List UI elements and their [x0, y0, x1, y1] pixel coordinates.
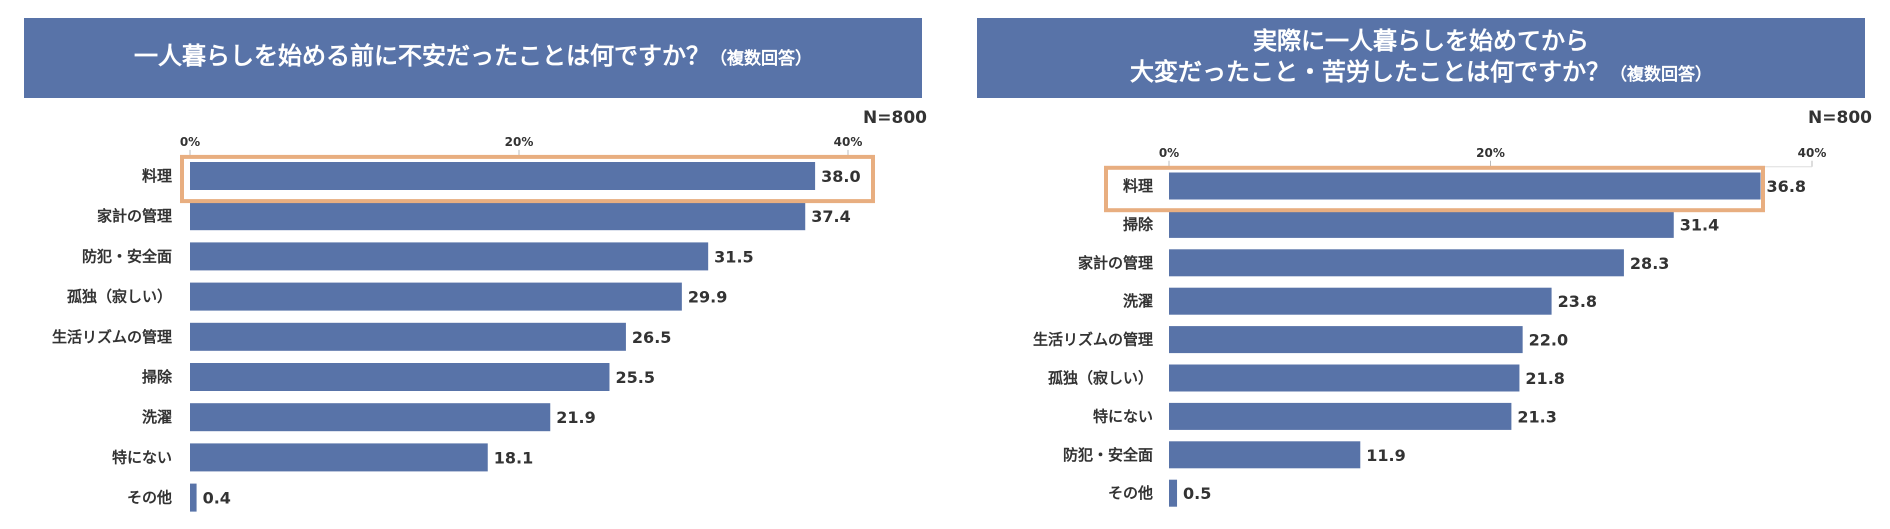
- value-label: 0.4: [203, 489, 231, 508]
- bar: [190, 282, 682, 311]
- bar-chart-right: 0% 20% 40% 料理 36.8 掃除 31.4 家計の管理 28.3 洗濯 23.8 生活リズム…: [1033, 146, 1827, 507]
- category-label: 料理: [142, 167, 172, 185]
- axis-tick-label: 40%: [1798, 146, 1827, 160]
- chart-panel-right: 実際に一人暮らしを始めてから 大変だったこと・苦労したことは何ですか？（複数回答…: [945, 0, 1890, 529]
- bar: [190, 483, 197, 512]
- bar: [1169, 249, 1624, 277]
- category-label: 料理: [1123, 177, 1153, 195]
- sample-size-label: N=800: [863, 108, 927, 128]
- category-label: 防犯・安全面: [1063, 446, 1153, 464]
- category-label: 洗濯: [142, 408, 172, 426]
- bar: [190, 363, 610, 391]
- value-label: 37.4: [811, 207, 850, 226]
- bar: [1169, 441, 1361, 469]
- category-label: 洗濯: [1123, 292, 1153, 310]
- category-label: 孤独（寂しい）: [1048, 369, 1153, 387]
- highlight-frame: [1104, 165, 1765, 213]
- bar: [190, 202, 806, 231]
- bar: [1169, 287, 1552, 315]
- category-label: 防犯・安全面: [82, 247, 172, 265]
- value-label: 36.8: [1767, 177, 1806, 196]
- axis-tick-label: 20%: [505, 135, 534, 149]
- category-label: 掃除: [1123, 215, 1154, 233]
- category-label: 家計の管理: [1078, 254, 1153, 272]
- category-label: その他: [1108, 484, 1153, 502]
- axis-tick-label: 20%: [1476, 146, 1505, 160]
- bar: [190, 162, 816, 190]
- chart-panel-left: 一人暮らしを始める前に不安だったことは何ですか？（複数回答） N=800 0% 2…: [24, 18, 927, 512]
- bar: [1169, 172, 1761, 200]
- value-label: 21.3: [1517, 407, 1556, 426]
- bar: [190, 242, 709, 271]
- chart-title-suffix: （複数回答）: [1610, 64, 1712, 85]
- bar: [190, 443, 488, 472]
- category-label: 家計の管理: [97, 207, 172, 225]
- chart-title-left: 一人暮らしを始める前に不安だったことは何ですか？（複数回答）: [24, 18, 922, 98]
- category-label: 特にない: [1093, 407, 1153, 425]
- sample-size-label: N=800: [1808, 108, 1872, 128]
- value-label: 11.9: [1366, 446, 1405, 465]
- bar: [1169, 479, 1178, 507]
- bar: [1169, 402, 1512, 430]
- value-label: 38.0: [821, 167, 860, 186]
- chart-title-line-2: 大変だったこと・苦労したことは何ですか？（複数回答）: [1130, 57, 1712, 91]
- value-label: 31.5: [714, 247, 753, 266]
- value-label: 28.3: [1630, 254, 1669, 273]
- chart-title-right: 実際に一人暮らしを始めてから 大変だったこと・苦労したことは何ですか？（複数回答…: [977, 18, 1865, 98]
- value-label: 21.9: [556, 408, 595, 427]
- category-label: 生活リズムの管理: [1033, 331, 1153, 349]
- bar-chart-left: 0% 20% 40% 料理 38.0 家計の管理 37.4 防犯・安全面 31.5 孤独（寂しい）…: [52, 135, 875, 512]
- chart-title-line: 一人暮らしを始める前に不安だったことは何ですか？（複数回答）: [134, 41, 812, 75]
- category-label: 孤独（寂しい）: [67, 288, 172, 306]
- value-label: 23.8: [1558, 292, 1597, 311]
- value-label: 29.9: [688, 288, 727, 307]
- value-label: 25.5: [615, 368, 654, 387]
- axis-tick-label: 0%: [1159, 146, 1179, 160]
- chart-title-text: 大変だったこと・苦労したことは何ですか？: [1130, 57, 1610, 86]
- highlight-frame: [180, 154, 875, 204]
- category-label: 生活リズムの管理: [52, 328, 172, 346]
- value-label: 18.1: [494, 448, 533, 467]
- axis-tick-label: 40%: [834, 135, 863, 149]
- axis-tick-label: 0%: [180, 135, 200, 149]
- value-label: 26.5: [632, 328, 671, 347]
- chart-title-suffix: （複数回答）: [710, 49, 812, 69]
- category-label: 掃除: [142, 368, 173, 386]
- value-label: 21.8: [1525, 369, 1564, 388]
- chart-title-text: 一人暮らしを始める前に不安だったことは何ですか？: [134, 42, 710, 70]
- value-label: 22.0: [1529, 331, 1568, 350]
- bar: [190, 322, 626, 351]
- bar: [190, 403, 551, 432]
- category-label: その他: [127, 489, 172, 507]
- value-label: 31.4: [1680, 215, 1719, 234]
- category-label: 特にない: [112, 448, 172, 466]
- bar: [1169, 364, 1520, 392]
- value-label: 0.5: [1183, 484, 1211, 503]
- chart-title-line-1: 実際に一人暮らしを始めてから: [1253, 26, 1589, 55]
- bar: [1169, 210, 1674, 238]
- bar: [1169, 326, 1523, 354]
